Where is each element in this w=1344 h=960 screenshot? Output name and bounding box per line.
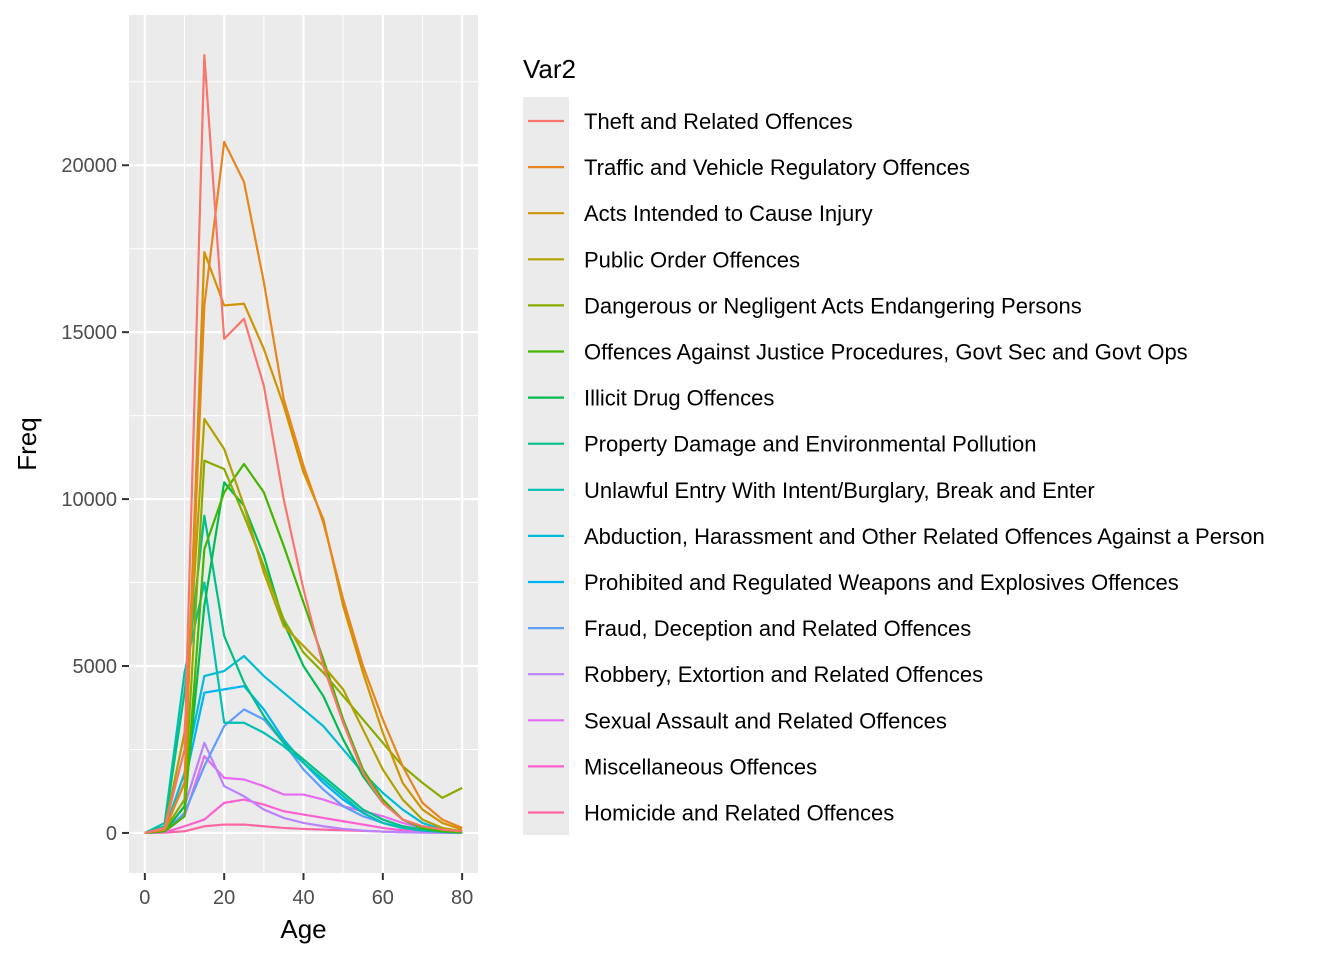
x-tick-label: 20 bbox=[213, 887, 235, 909]
series-line bbox=[144, 140, 463, 835]
legend-label: Property Damage and Environmental Pollut… bbox=[584, 432, 1036, 457]
grid-minor bbox=[129, 15, 478, 873]
y-tick-label: 5000 bbox=[73, 656, 118, 678]
y-tick-label: 0 bbox=[106, 823, 117, 845]
series-line bbox=[144, 53, 463, 835]
y-axis-title: Freq bbox=[12, 417, 42, 470]
legend-label: Sexual Assault and Related Offences bbox=[584, 708, 947, 733]
x-axis-title: Age bbox=[280, 914, 326, 944]
legend-label: Acts Intended to Cause Injury bbox=[584, 201, 873, 226]
legend-label: Fraud, Deception and Related Offences bbox=[584, 616, 971, 641]
legend-label: Offences Against Justice Procedures, Gov… bbox=[584, 340, 1188, 365]
series-line bbox=[144, 755, 463, 835]
series-line bbox=[144, 654, 463, 835]
x-tick-label: 60 bbox=[372, 887, 394, 909]
legend-label: Robbery, Extortion and Related Offences bbox=[584, 662, 983, 687]
series-line bbox=[144, 798, 463, 835]
series-line bbox=[144, 581, 463, 834]
y-tick-label: 10000 bbox=[61, 489, 117, 511]
series-line bbox=[144, 417, 463, 835]
legend-items: Theft and Related Offences Traffic and Ve… bbox=[528, 109, 1265, 826]
legend-label: Prohibited and Regulated Weapons and Exp… bbox=[584, 570, 1179, 595]
grid-major bbox=[129, 15, 478, 873]
series-line bbox=[144, 250, 463, 835]
x-tick-label: 40 bbox=[292, 887, 314, 909]
legend-label: Theft and Related Offences bbox=[584, 109, 853, 134]
y-tick-label: 20000 bbox=[61, 155, 117, 177]
legend-label: Public Order Offences bbox=[584, 247, 800, 272]
legend-label: Unlawful Entry With Intent/Burglary, Bre… bbox=[584, 478, 1095, 503]
legend-label: Abduction, Harassment and Other Related … bbox=[584, 524, 1265, 549]
legend-title: Var2 bbox=[523, 54, 576, 84]
legend-label: Miscellaneous Offences bbox=[584, 754, 817, 779]
y-axis: 0 5000 10000 15000 20000 bbox=[61, 155, 129, 845]
series-lines bbox=[144, 53, 463, 835]
series-line bbox=[144, 741, 463, 835]
legend-label: Traffic and Vehicle Regulatory Offences bbox=[584, 155, 970, 180]
series-line bbox=[144, 459, 463, 835]
x-axis: 0 20 40 60 80 bbox=[139, 873, 473, 909]
legend-label: Dangerous or Negligent Acts Endangering … bbox=[584, 293, 1082, 318]
x-tick-label: 0 bbox=[139, 887, 150, 909]
legend-key-background bbox=[523, 97, 569, 835]
legend-label: Homicide and Related Offences bbox=[584, 801, 894, 826]
x-tick-label: 80 bbox=[451, 887, 473, 909]
legend-label: Illicit Drug Offences bbox=[584, 386, 774, 411]
legend: Var2 Theft and Related Offences Traffic a… bbox=[523, 54, 1265, 835]
y-tick-label: 15000 bbox=[61, 322, 117, 344]
